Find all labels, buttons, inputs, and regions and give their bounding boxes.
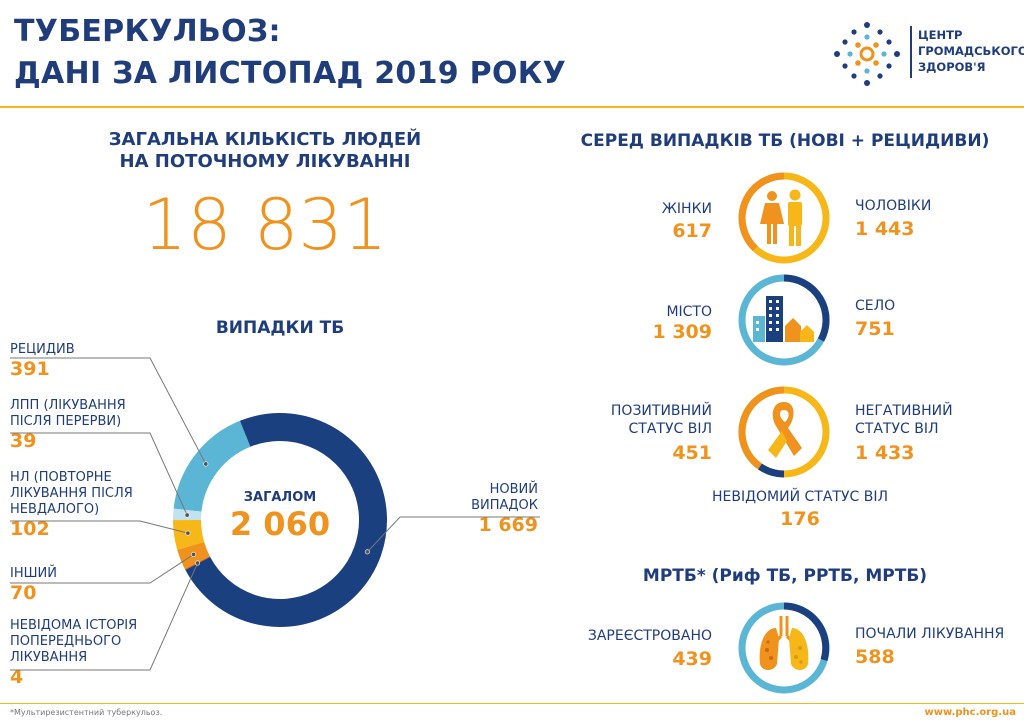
- legend-label: ІНШИЙ: [10, 566, 57, 581]
- donut-leader-line: [366, 516, 540, 553]
- women-value: 617: [672, 220, 712, 242]
- registered-value: 439: [672, 648, 712, 670]
- city-buildings-icon: [753, 296, 783, 342]
- women-label: ЖІНКИ: [661, 201, 712, 217]
- donut-leader-line: [10, 432, 188, 516]
- settlement-ring: [738, 274, 830, 366]
- legend-value: 39: [10, 430, 37, 452]
- legend-value: 70: [10, 582, 37, 604]
- legend-after-failure: НЛ (ПОВТОРНЕ ЛІКУВАННЯ ПІСЛЯ НЕВДАЛОГО) …: [10, 470, 133, 540]
- website-link[interactable]: www.phc.org.ua: [924, 707, 1016, 718]
- legend-label: НЕВІДОМА ІСТОРІЯ: [10, 618, 138, 633]
- legend-label: РЕЦИДИВ: [10, 342, 75, 357]
- legend-label: ЛІКУВАННЯ: [10, 650, 88, 665]
- hiv-unknown-value: 176: [780, 508, 820, 530]
- legend-label: НЛ (ПОВТОРНЕ: [10, 470, 112, 485]
- hiv-unknown-label: НЕВІДОМИЙ СТАТУС ВІЛ: [711, 489, 888, 505]
- logo-line3: ЗДОРОВ'Я: [918, 60, 986, 74]
- donut-leader-line: [10, 357, 207, 465]
- hiv-positive-value: 451: [672, 442, 712, 464]
- legend-unknown-history: НЕВІДОМА ІСТОРІЯ ПОПЕРЕДНЬОГО ЛІКУВАННЯ …: [10, 618, 137, 688]
- hiv-positive-label-line2: СТАТУС ВІЛ: [628, 421, 712, 437]
- legend-relapse: РЕЦИДИВ 391: [10, 342, 75, 380]
- page-title-line1: ТУБЕРКУЛЬОЗ:: [14, 14, 281, 49]
- donut-leader-line: [10, 520, 189, 534]
- man-icon: [788, 189, 802, 246]
- donut-leader-line: [10, 554, 194, 584]
- footer-divider: [0, 703, 1024, 704]
- village-value: 751: [855, 318, 895, 340]
- started-treatment-value: 588: [855, 646, 895, 668]
- donut-leader-dot: [364, 549, 370, 555]
- hiv-negative-label-line1: НЕГАТИВНИЙ: [855, 403, 953, 419]
- gender-ring: [738, 172, 830, 264]
- awareness-ribbon-icon: [768, 402, 802, 458]
- legend-value: 391: [10, 358, 50, 380]
- city-label: МІСТО: [666, 304, 712, 320]
- legend-label: ЛПП (ЛІКУВАННЯ: [10, 398, 126, 413]
- legend-label: НОВИЙ: [489, 482, 538, 497]
- total-heading-line1: ЗАГАЛЬНА КІЛЬКІСТЬ ЛЮДЕЙ: [108, 129, 422, 150]
- tb-cases-heading: ВИПАДКИ ТБ: [215, 318, 345, 338]
- hiv-ring: [738, 386, 830, 478]
- legend-other: ІНШИЙ 70: [10, 566, 57, 604]
- logo-line1: ЦЕНТР: [918, 28, 963, 42]
- legend-label: ЛІКУВАННЯ ПІСЛЯ: [10, 486, 133, 501]
- hiv-positive-label-line1: ПОЗИТИВНИЙ: [610, 403, 712, 419]
- donut-leader-dot: [184, 512, 190, 518]
- header-divider: [0, 106, 1024, 108]
- legend-after-break: ЛПП (ЛІКУВАННЯ ПІСЛЯ ПЕРЕРВИ) 39: [10, 398, 126, 452]
- village-label: СЕЛО: [855, 298, 896, 314]
- mdr-ring: [738, 602, 830, 694]
- total-value: 18 831: [142, 184, 388, 266]
- donut-leader-dot: [191, 551, 197, 557]
- hiv-negative-value: 1 433: [855, 442, 915, 464]
- footnote: *Мультирезистентний туберкульоз.: [10, 708, 163, 717]
- logo-divider: [910, 26, 912, 78]
- legend-label: ПОПЕРЕДНЬОГО: [10, 634, 122, 649]
- logo-icon: [834, 22, 900, 86]
- donut-leader-line: [10, 562, 199, 671]
- legend-label: ВИПАДОК: [471, 498, 538, 513]
- legend-new-case: НОВИЙ ВИПАДОК 1 669: [430, 482, 538, 536]
- registered-label: ЗАРЕЄСТРОВАНО: [587, 628, 712, 644]
- started-treatment-label: ПОЧАЛИ ЛІКУВАННЯ: [855, 626, 1005, 642]
- page-title-line2: ДАНІ ЗА ЛИСТОПАД 2019 РОКУ: [14, 56, 567, 91]
- legend-label: ПІСЛЯ ПЕРЕРВИ): [10, 414, 122, 429]
- among-cases-heading: СЕРЕД ВИПАДКІВ ТБ (НОВІ + РЕЦИДИВИ): [580, 131, 990, 151]
- legend-value: 102: [10, 518, 50, 540]
- donut-leader-dot: [203, 461, 209, 467]
- donut-leader-dot: [195, 560, 201, 566]
- legend-value: 4: [10, 666, 24, 688]
- men-value: 1 443: [855, 218, 915, 240]
- city-value: 1 309: [652, 321, 713, 343]
- men-label: ЧОЛОВІКИ: [855, 198, 932, 214]
- donut-leader-dot: [185, 530, 191, 536]
- woman-icon: [760, 191, 784, 244]
- hiv-negative-label-line2: СТАТУС ВІЛ: [855, 421, 939, 437]
- mdr-tb-heading: МРТБ* (Риф ТБ, РРТБ, МРТБ): [642, 566, 928, 586]
- lungs-icon: [759, 616, 809, 670]
- logo-line2: ГРОМАДСЬКОГО: [918, 44, 1024, 58]
- logo-text: ЦЕНТР ГРОМАДСЬКОГО ЗДОРОВ'Я: [918, 27, 1024, 75]
- legend-label: НЕВДАЛОГО): [10, 502, 100, 517]
- village-houses-icon: [785, 318, 814, 342]
- donut-center-value: 2 060: [229, 505, 331, 543]
- total-heading-line2: НА ПОТОЧНОМУ ЛІКУВАННІ: [119, 151, 411, 172]
- donut-center-label: ЗАГАЛОМ: [243, 490, 317, 505]
- legend-value: 1 669: [478, 514, 539, 536]
